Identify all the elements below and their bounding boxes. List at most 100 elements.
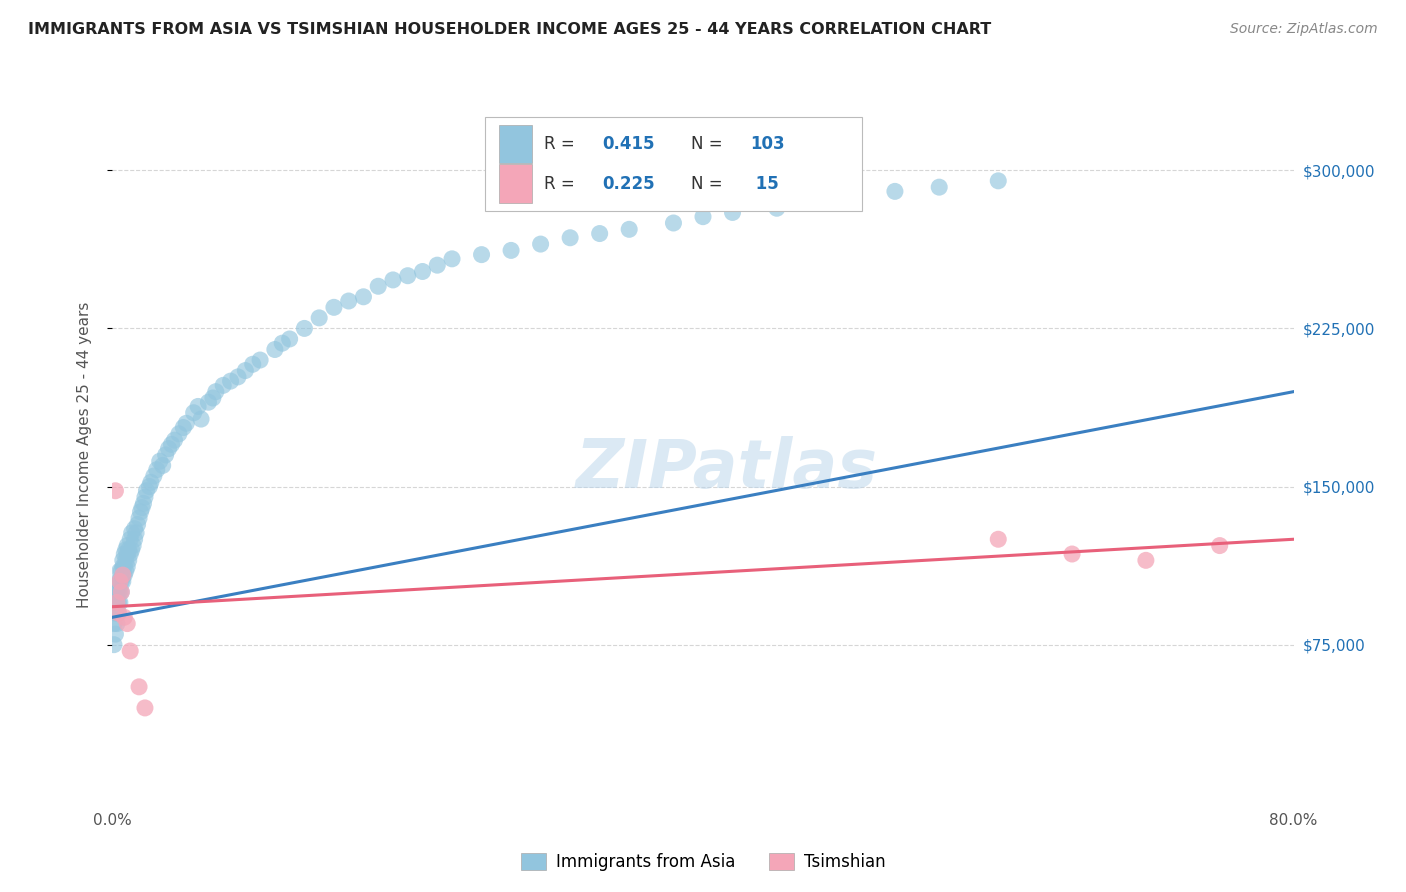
Point [201, 391, 224, 405]
Point [501, 244, 523, 258]
Text: IMMIGRANTS FROM ASIA VS TSIMSHIAN HOUSEHOLDER INCOME AGES 25 - 44 YEARS CORRELAT: IMMIGRANTS FROM ASIA VS TSIMSHIAN HOUSEH… [28, 22, 991, 37]
Point [111, 574, 134, 589]
Point [1135, 553, 1157, 567]
Point [142, 469, 165, 483]
Point [120, 644, 142, 658]
Point [125, 525, 148, 540]
Point [226, 370, 249, 384]
Point [111, 568, 134, 582]
Point [114, 564, 136, 578]
Point [122, 539, 145, 553]
Point [308, 310, 330, 325]
Text: 103: 103 [751, 135, 785, 153]
Point [278, 332, 301, 346]
Point [121, 542, 143, 557]
Point [558, 231, 582, 245]
Point [205, 384, 228, 399]
Point [107, 585, 129, 599]
Point [118, 542, 141, 557]
Point [117, 616, 138, 631]
Point [839, 188, 862, 202]
Point [138, 479, 160, 493]
Point [382, 273, 405, 287]
Point [692, 210, 714, 224]
Point [104, 606, 127, 620]
Point [160, 437, 183, 451]
Y-axis label: Householder Income Ages 25 - 44 years: Householder Income Ages 25 - 44 years [77, 301, 91, 608]
Point [174, 417, 197, 431]
Point [928, 180, 950, 194]
Point [134, 701, 156, 715]
Point [104, 483, 127, 498]
Point [810, 194, 832, 209]
Point [396, 268, 419, 283]
Point [104, 595, 127, 609]
Point [121, 525, 143, 540]
Point [128, 680, 150, 694]
Text: N =: N = [692, 175, 728, 193]
Point [105, 616, 128, 631]
Point [105, 595, 128, 609]
Point [107, 595, 129, 609]
Point [219, 374, 242, 388]
Point [124, 522, 146, 536]
FancyBboxPatch shape [499, 164, 531, 202]
Point [105, 595, 128, 609]
Point [1208, 539, 1232, 553]
Point [110, 574, 132, 589]
Point [157, 442, 180, 456]
FancyBboxPatch shape [485, 118, 862, 211]
Point [111, 559, 134, 574]
Text: N =: N = [692, 135, 728, 153]
Point [117, 539, 138, 553]
Point [103, 638, 125, 652]
Point [441, 252, 464, 266]
Point [323, 301, 346, 315]
Point [426, 258, 449, 272]
Point [139, 475, 162, 490]
Point [149, 454, 172, 468]
Point [172, 420, 194, 434]
Point [470, 247, 494, 261]
Point [337, 293, 360, 308]
Point [112, 559, 135, 574]
FancyBboxPatch shape [499, 125, 531, 163]
Point [183, 406, 205, 420]
Text: ZIPatlas: ZIPatlas [575, 436, 877, 502]
Point [662, 216, 685, 230]
Point [108, 574, 131, 589]
Point [1062, 547, 1084, 561]
Point [120, 547, 142, 561]
Point [110, 585, 132, 599]
Point [766, 201, 789, 215]
Point [114, 553, 136, 567]
Point [163, 433, 186, 447]
Text: 0.415: 0.415 [603, 135, 655, 153]
Point [411, 264, 433, 278]
Point [134, 490, 156, 504]
Text: 15: 15 [751, 175, 779, 193]
Point [108, 595, 131, 609]
Point [108, 564, 131, 578]
Text: R =: R = [544, 135, 579, 153]
Point [110, 564, 132, 578]
Point [264, 343, 287, 357]
Point [120, 533, 142, 547]
Point [249, 353, 271, 368]
Point [131, 500, 153, 515]
Point [721, 205, 744, 219]
Point [107, 606, 129, 620]
Point [242, 357, 264, 371]
Point [292, 321, 315, 335]
Point [117, 547, 138, 561]
Point [987, 174, 1010, 188]
Point [152, 458, 174, 473]
Point [118, 553, 141, 567]
Point [619, 222, 641, 236]
Point [135, 483, 157, 498]
Point [114, 542, 136, 557]
Point [129, 505, 152, 519]
Point [271, 336, 294, 351]
Point [111, 553, 134, 567]
Point [105, 585, 128, 599]
